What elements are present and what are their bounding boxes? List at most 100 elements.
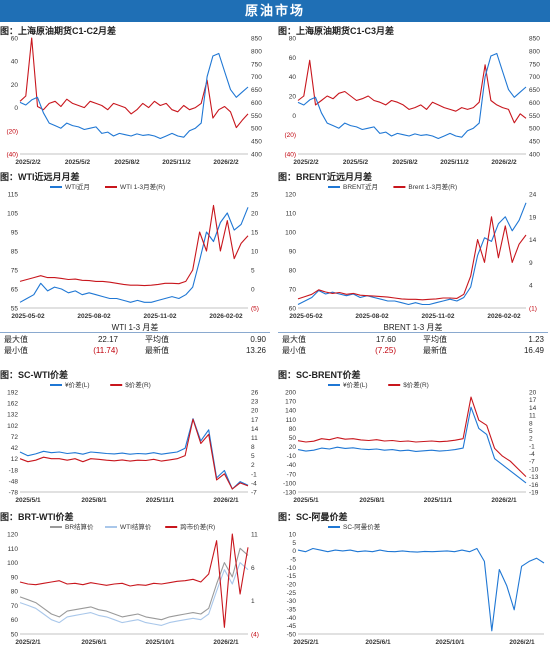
chart-title: 图：SC-BRENT价差 [278, 370, 361, 380]
stats-brent: BRENT 1-3 月差 最大值 17.60 平均值 1.23 最小值 (7.2… [278, 322, 548, 362]
chart-svg: ¥价差(L) $价差(R)192162132102724212-18-48-782… [7, 380, 259, 504]
y-tick-label-right: 20 [251, 211, 259, 218]
y-tick-label-left: 80 [11, 589, 19, 596]
x-tick-label: 2025-05-02 [289, 313, 323, 320]
y-tick-label-left: (40) [284, 152, 296, 159]
series-line [297, 396, 527, 477]
chart-svg: WTI近月 WTI 1-3月差(R)11510595857565552520151… [7, 182, 259, 320]
y-tick-label-left: -70 [287, 471, 297, 478]
y-tick-label-left: -78 [9, 490, 19, 497]
x-tick-label: 2025/8/1 [81, 497, 107, 504]
series-line [19, 52, 249, 140]
stats-brent-title: BRENT 1-3 月差 [383, 323, 443, 332]
y-tick-label-left: 110 [286, 211, 297, 218]
y-tick-label-left: -10 [287, 453, 297, 460]
x-tick-label: 2025/11/2 [440, 159, 469, 166]
y-tick-label-right: 450 [529, 139, 540, 146]
y-tick-label-right: (4) [251, 632, 259, 639]
y-tick-label-right: 850 [529, 36, 540, 43]
y-tick-label-right: 600 [529, 100, 540, 107]
label: 最大值 [4, 335, 28, 344]
y-tick-label-right: 5 [251, 453, 255, 460]
legend-label: 跨市价差(R) [180, 522, 215, 531]
y-tick-label-left: 60 [11, 617, 19, 624]
y-tick-label-right: -19 [529, 490, 539, 497]
x-tick-label: 2025-11-02 [422, 313, 455, 320]
chart-title: 图：BRT-WTI价差 [0, 512, 74, 522]
y-tick-label-left: -40 [287, 462, 297, 469]
legend-label: ¥价差(L) [343, 380, 368, 389]
chart-title: 图：WTI近远月月差 [0, 172, 80, 182]
y-tick-label-left: (40) [6, 152, 18, 159]
y-tick-label-right: 800 [251, 48, 262, 55]
y-tick-label-right: -1 [529, 443, 535, 450]
y-tick-label-right: 10 [251, 249, 259, 256]
y-tick-label-right: 1 [251, 598, 255, 605]
chart-panel-wti-spread: 图：WTI近远月月差 WTI近月 WTI 1-3月差(R) 115 105 95 85 75 6… [0, 170, 270, 320]
y-tick-label-left: -5 [290, 557, 296, 564]
chart-panel-sc-brent: 图：SC-BRENT价差 ¥价差(L) $价差(R) 200 170 140 110 80 50… [278, 368, 548, 504]
y-tick-label-left: 40 [11, 59, 19, 66]
y-tick-label-left: -35 [287, 607, 297, 614]
y-tick-label-left: -130 [283, 490, 296, 497]
x-tick-label: 2025/2/1 [293, 639, 319, 646]
y-tick-label-right: 6 [251, 565, 255, 572]
x-tick-label: 2025/5/1 [15, 497, 41, 504]
chart-panel-brt-wti: 图：BRT-WTI价差 BR结算价 WTI结算价 跨市价差(R) 120 110 100 90… [0, 510, 270, 646]
divider [278, 332, 548, 333]
label: 最新值 [423, 346, 447, 355]
y-tick-label-right: 25 [251, 192, 259, 199]
x-tick-label: 2026/2/2 [213, 159, 239, 166]
y-tick-label-left: -100 [283, 480, 296, 487]
y-tick-label-right: 9 [529, 260, 533, 267]
x-tick-label: 2025/5/2 [343, 159, 369, 166]
y-tick-label-left: 20 [289, 444, 297, 451]
chart-panel-brent-spread: 图：BRENT近远月月差 BRENT近月 Brent 1-3月差(R) 120 110 1… [278, 170, 548, 320]
series-line [297, 547, 545, 632]
chart-panel-c1-c3-spread: 图：上海原油期货C1-C3月差 80 60 40 20 0 (20) (40) 850 800 75… [278, 24, 548, 166]
x-tick-label: 2025/2/2 [15, 159, 41, 166]
y-tick-label-right: -1 [251, 471, 257, 478]
y-tick-label-right: 23 [251, 399, 259, 406]
y-tick-label-left: 85 [11, 249, 19, 256]
y-tick-label-left: 192 [7, 390, 18, 397]
y-tick-label-left: -30 [287, 598, 297, 605]
series-line [19, 207, 249, 303]
y-tick-label-left: 90 [11, 574, 19, 581]
series-line [297, 406, 527, 484]
y-tick-label-right: 700 [251, 74, 262, 81]
chart-title: 图：BRENT近远月月差 [278, 172, 372, 182]
y-tick-label-left: 100 [7, 560, 18, 567]
y-tick-label-right: 14 [251, 426, 259, 433]
value: (7.25) [375, 346, 396, 355]
y-tick-label-left: 120 [7, 532, 18, 539]
y-tick-label-right: 750 [251, 61, 262, 68]
y-tick-label-left: 42 [11, 445, 19, 452]
series-line [297, 52, 527, 140]
x-tick-label: 2025/6/1 [81, 639, 107, 646]
y-tick-label-right: 850 [251, 36, 262, 43]
y-tick-label-right: -10 [529, 466, 539, 473]
x-tick-label: 2025/5/2 [65, 159, 91, 166]
x-tick-label: 2025-08-02 [355, 313, 389, 320]
y-tick-label-left: -20 [287, 582, 297, 589]
y-tick-label-right: 550 [529, 113, 540, 120]
label: 最小值 [282, 346, 306, 355]
y-tick-label-left: 100 [285, 230, 296, 237]
legend-label: Brent 1-3月差(R) [408, 182, 457, 191]
y-tick-label-left: 70 [289, 287, 297, 294]
y-tick-label-left: -25 [287, 590, 297, 597]
banner-title: 原油市场 [0, 0, 550, 22]
y-tick-label-right: 0 [251, 287, 255, 294]
y-tick-label-right: 14 [529, 405, 537, 412]
y-tick-label-right: 650 [251, 87, 262, 94]
y-tick-label-right: 24 [529, 192, 537, 199]
y-tick-label-left: -48 [9, 478, 19, 485]
y-tick-label-left: -40 [287, 615, 297, 622]
y-tick-label-left: -50 [287, 632, 297, 639]
y-tick-label-right: 400 [529, 152, 540, 159]
y-tick-label-left: 0 [14, 105, 18, 112]
value: 22.17 [97, 335, 118, 344]
x-tick-label: 2025-05-02 [11, 313, 45, 320]
